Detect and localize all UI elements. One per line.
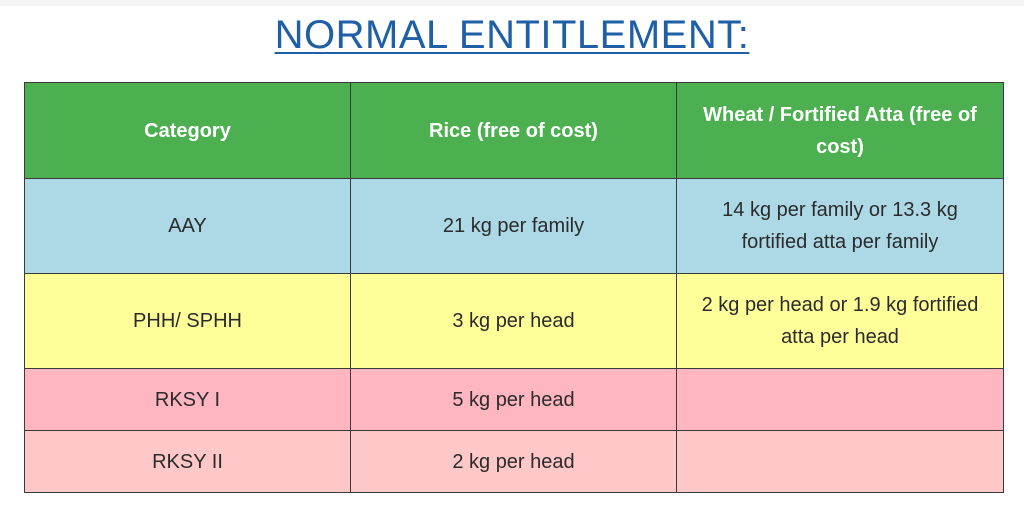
table-row: RKSY I 5 kg per head — [24, 368, 1004, 431]
cell-wheat: 14 kg per family or 13.3 kg fortified at… — [676, 178, 1004, 274]
header-category: Category — [24, 82, 351, 179]
cell-category: PHH/ SPHH — [24, 273, 351, 369]
entitlement-table: Category Rice (free of cost) Wheat / For… — [24, 82, 1004, 493]
cell-wheat — [676, 430, 1004, 493]
cell-category: RKSY I — [24, 368, 351, 431]
header-wheat: Wheat / Fortified Atta (free of cost) — [676, 82, 1004, 179]
cell-rice: 21 kg per family — [350, 178, 677, 274]
cell-category: AAY — [24, 178, 351, 274]
table-header-row: Category Rice (free of cost) Wheat / For… — [24, 82, 1004, 179]
cell-wheat: 2 kg per head or 1.9 kg fortified atta p… — [676, 273, 1004, 369]
cell-category: RKSY II — [24, 430, 351, 493]
cell-rice: 2 kg per head — [350, 430, 677, 493]
page-title: NORMAL ENTITLEMENT: — [274, 13, 750, 57]
cell-rice: 3 kg per head — [350, 273, 677, 369]
cell-wheat — [676, 368, 1004, 431]
table-row: RKSY II 2 kg per head — [24, 430, 1004, 493]
table-row: AAY 21 kg per family 14 kg per family or… — [24, 178, 1004, 274]
status-bar — [0, 0, 1024, 6]
header-rice: Rice (free of cost) — [350, 82, 677, 179]
table-row: PHH/ SPHH 3 kg per head 2 kg per head or… — [24, 273, 1004, 369]
cell-rice: 5 kg per head — [350, 368, 677, 431]
